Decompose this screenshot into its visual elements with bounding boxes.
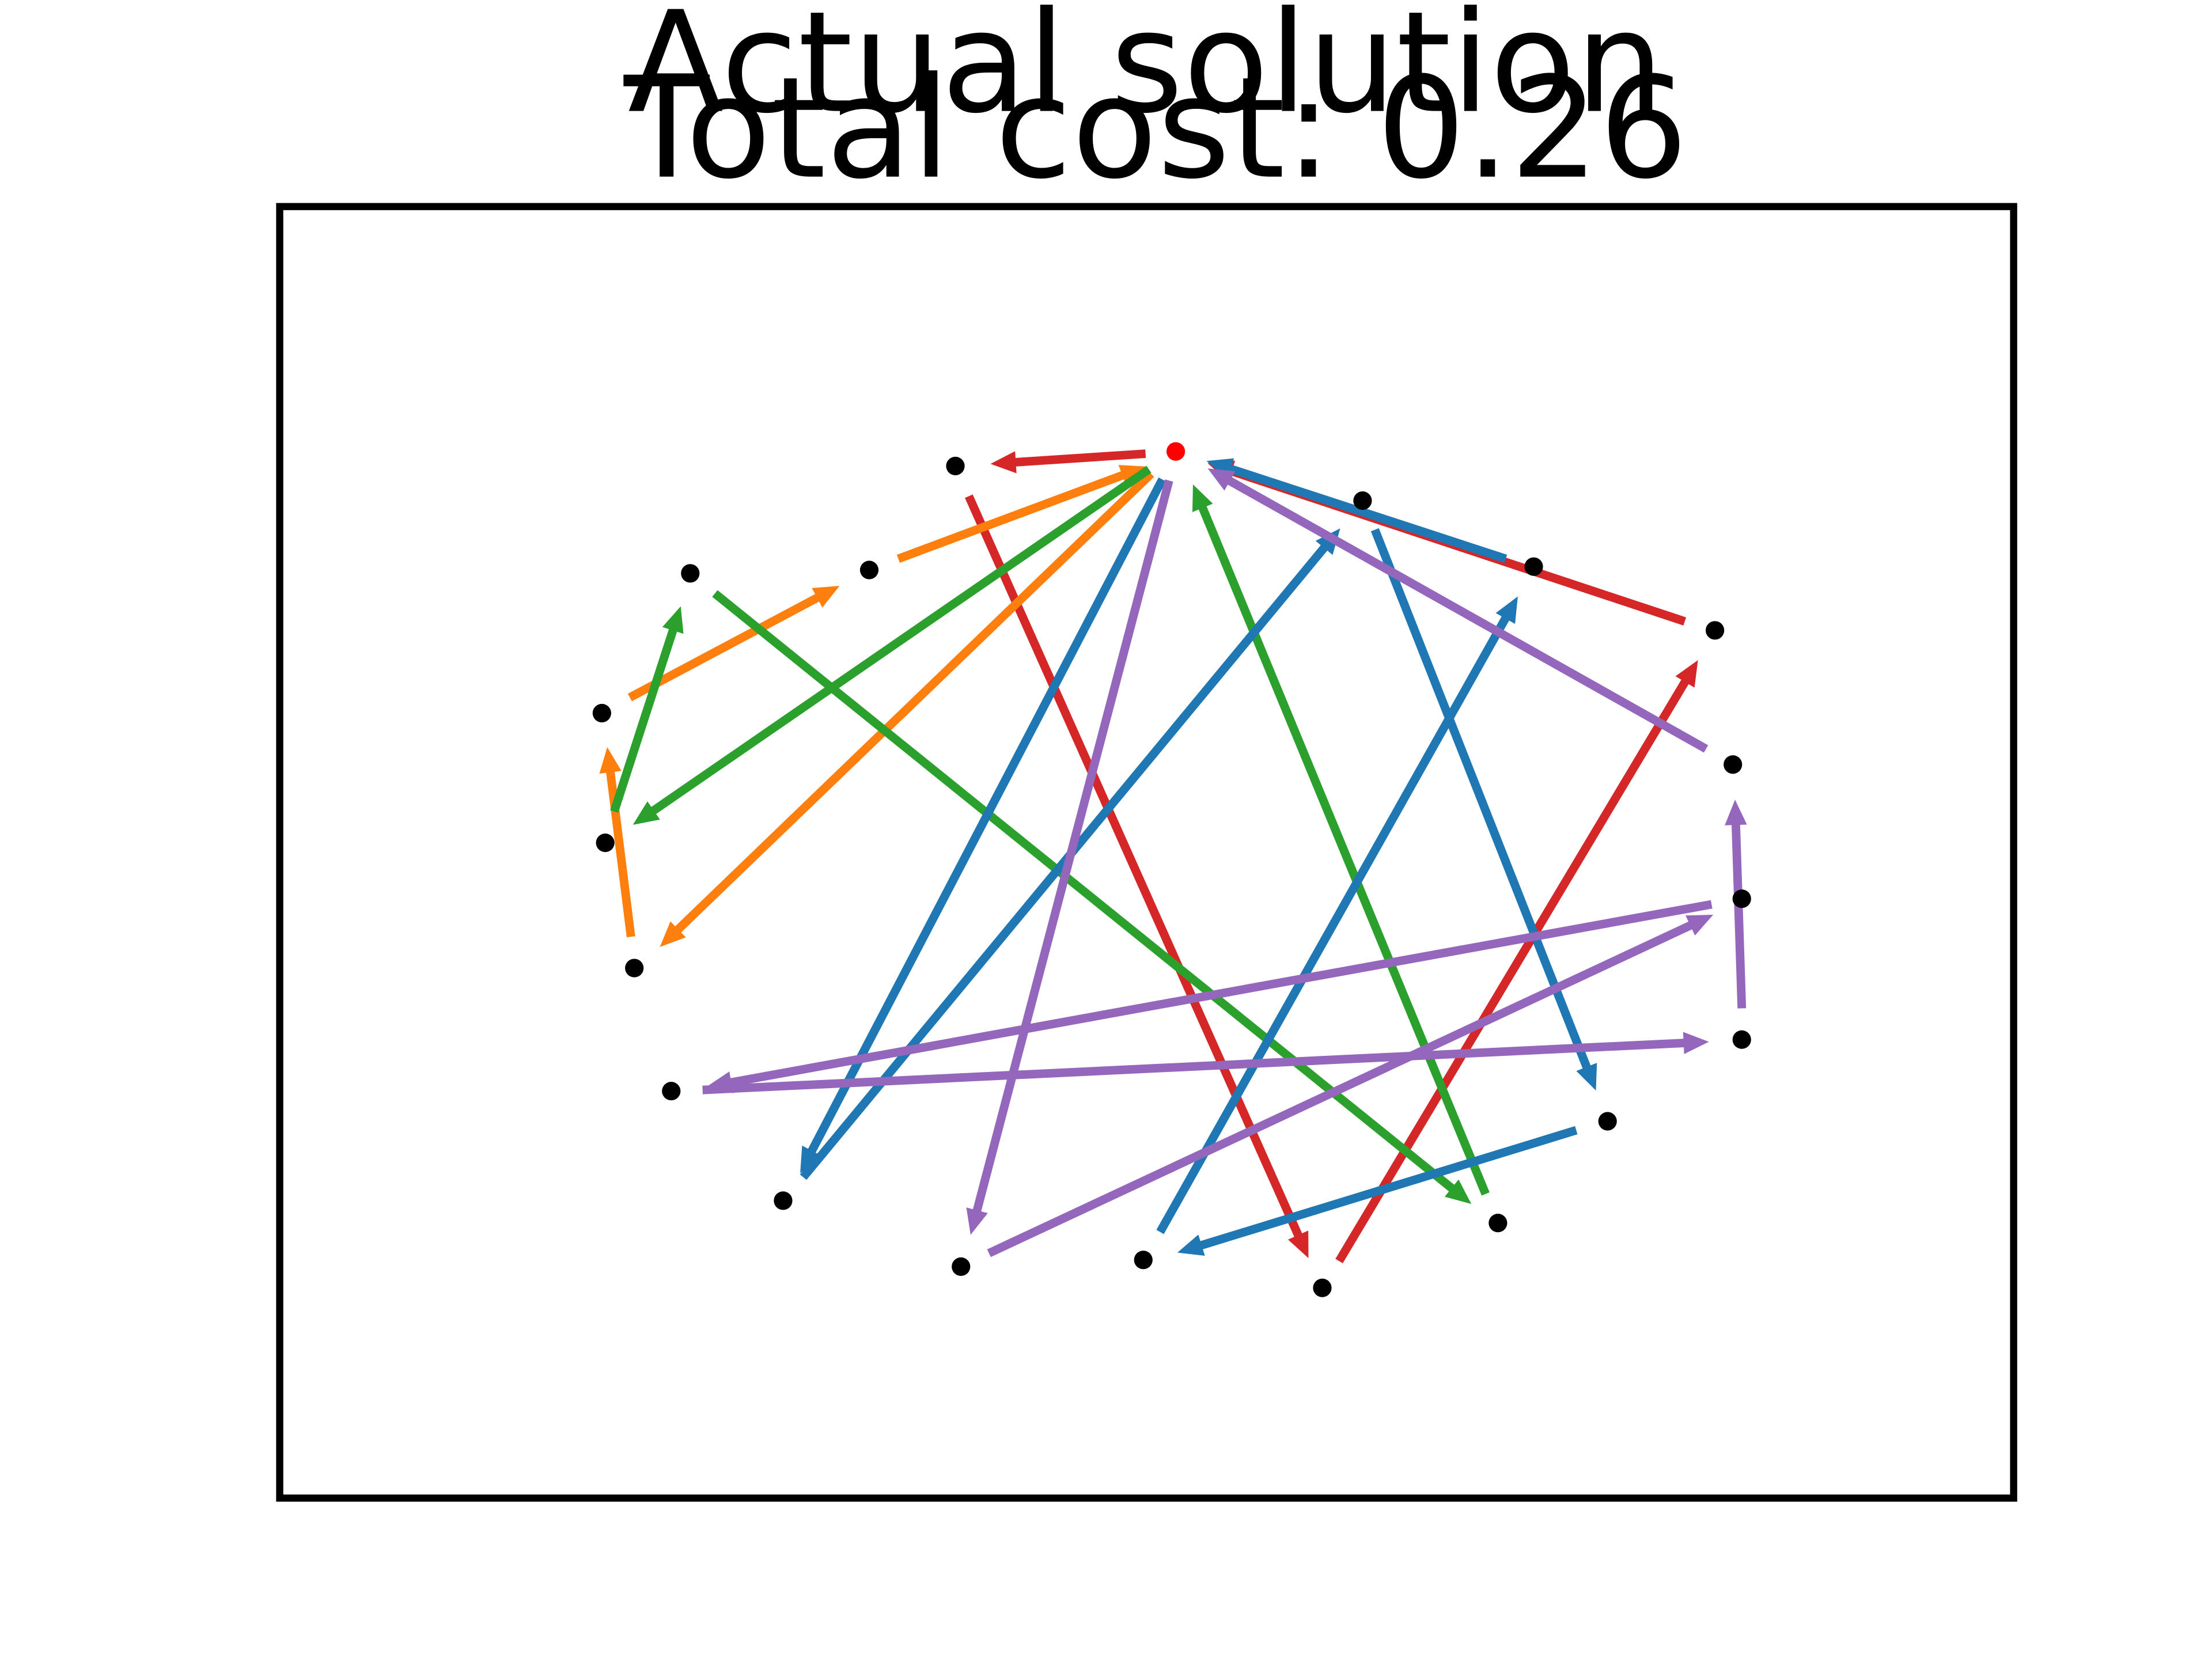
route-5-arrow-6 [1207,468,1709,753]
chart-title: Actual solution [628,0,1664,145]
customer-node-19 [1313,1278,1332,1297]
customer-node-1 [946,456,965,476]
customer-node-5 [681,564,700,583]
route-2-arrow-4 [627,586,840,702]
arrow-shaft [650,465,1152,815]
arrow-head [660,921,686,947]
arrow-head [599,747,622,774]
route-5-arrow-2 [987,915,1714,1257]
customer-node-10 [1732,889,1751,908]
route-5-arrow-4 [702,1032,1709,1094]
arrow-shaft [965,494,1302,1238]
arrow-shaft [675,471,1154,933]
route-1-arrow-3 [1335,660,1698,1263]
arrow-shaft [1156,615,1510,1234]
arrow-shaft [1198,505,1490,1196]
route-2-arrow-2 [660,471,1154,947]
arrow-shaft [1370,528,1591,1070]
arrow-head [1177,1234,1205,1256]
arrow-head [1495,596,1518,624]
customer-node-18 [952,1257,971,1276]
customer-node-15 [774,1191,793,1210]
arrow-shaft [1227,476,1709,753]
arrow-shaft [1335,679,1690,1263]
customer-node-7 [592,703,611,723]
arrow-shaft [1014,449,1146,467]
arrow-shaft [1731,824,1747,1009]
route-1-arrow-2 [965,494,1309,1259]
customer-node-14 [1598,1112,1617,1131]
arrow-head [662,606,684,634]
customer-node-2 [1353,491,1372,510]
arrow-head [1725,800,1747,825]
route-1-arrow-1 [990,449,1146,474]
arrow-shaft [627,593,820,702]
nodes-layer [592,442,1751,1297]
arrow-head [1444,1179,1472,1205]
route-5-arrow-5 [1725,800,1747,1009]
depot-node [1166,442,1185,461]
routes-layer [599,449,1747,1263]
customer-node-11 [625,959,644,978]
route-5-arrow-1 [966,479,1173,1235]
arrow-head [812,586,840,608]
route-4-arrow-6 [1206,458,1508,563]
arrow-shaft [702,1039,1685,1094]
route-4-arrow-3 [1370,528,1597,1091]
arrow-shaft [1199,1126,1578,1250]
customer-node-13 [662,1081,681,1101]
route-4-arrow-5 [1156,596,1518,1234]
arrow-shaft [972,479,1173,1213]
arrow-head [1683,1032,1709,1054]
arrow-head [966,1207,988,1235]
customer-node-8 [1724,755,1743,774]
arrow-shaft [712,590,1455,1192]
arrow-head [1576,1063,1597,1091]
arrow-head [1207,468,1236,491]
arrow-shaft [610,628,677,813]
customer-node-12 [1732,1030,1751,1049]
route-4-arrow-4 [1177,1126,1578,1256]
customer-node-6 [1706,621,1725,640]
arrow-head [1685,915,1714,936]
arrow-head [632,801,660,825]
arrow-shaft [1228,464,1508,563]
arrow-head [1288,1230,1309,1259]
arrow-head [1675,660,1698,688]
arrow-shaft [987,921,1693,1257]
customer-node-3 [1524,557,1543,576]
customer-node-16 [1488,1214,1508,1233]
customer-node-9 [596,834,615,853]
plot-area [592,442,1751,1297]
axes-frame [276,203,2017,1502]
arrow-shaft [730,900,1713,1087]
customer-node-4 [859,560,879,579]
route-3-arrow-1 [632,465,1152,825]
arrow-head [1192,484,1213,513]
arrow-shaft [808,477,1166,1154]
arrow-shaft [896,471,1125,563]
arrow-shaft [800,544,1328,1180]
route-3-arrow-2 [610,606,684,813]
customer-node-17 [1134,1251,1153,1270]
route-3-arrow-3 [712,590,1472,1205]
chart-subtitle: Total cost: 0.26 [623,48,1688,210]
route-3-arrow-4 [1192,484,1490,1196]
arrow-head [990,451,1017,474]
